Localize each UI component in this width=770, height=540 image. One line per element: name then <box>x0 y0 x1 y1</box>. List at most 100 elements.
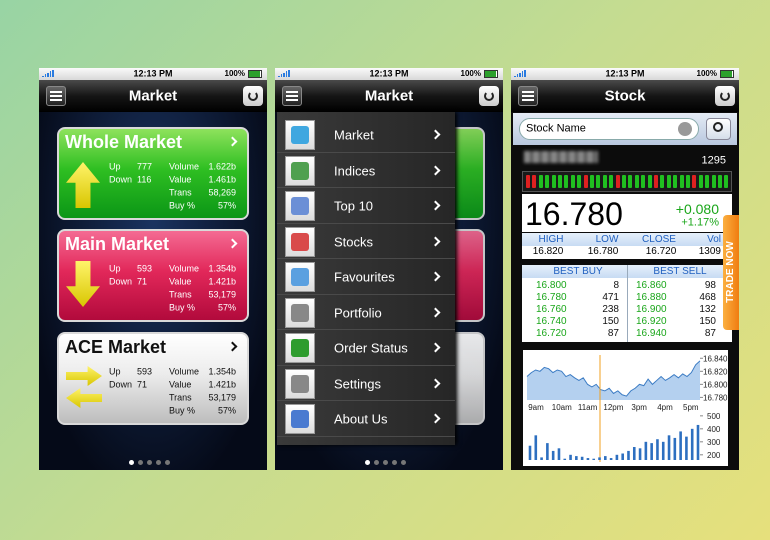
led <box>686 175 690 188</box>
search-input[interactable] <box>519 118 699 140</box>
menu-label: Indices <box>334 163 376 178</box>
page-dot <box>165 460 170 465</box>
volume-bar <box>650 443 653 460</box>
stat-value: 1.421b <box>208 379 236 390</box>
menu-row[interactable] <box>277 401 455 437</box>
menu-icon-glyph <box>291 303 309 322</box>
signal-bar <box>49 71 52 77</box>
stat-label: Trans <box>169 187 192 198</box>
volume-bar <box>667 435 671 460</box>
signal-bar <box>288 70 290 77</box>
volume-bar <box>661 441 665 460</box>
led <box>634 175 639 188</box>
volume-bar <box>528 445 532 460</box>
volume-bar <box>656 439 659 460</box>
battery-icon <box>484 70 498 78</box>
menu-line <box>50 99 62 101</box>
volume-bar <box>592 458 596 460</box>
price-change: +0.080 <box>675 201 719 217</box>
stat-value: 1309 <box>698 246 721 257</box>
volume-bar <box>627 450 630 460</box>
led <box>718 175 722 188</box>
signal-bar <box>283 72 285 77</box>
menu-label: Top 10 <box>334 198 374 214</box>
stat-value: 1.461b <box>208 174 236 185</box>
menu-label: Favourites <box>334 269 395 285</box>
menu-row[interactable] <box>277 224 455 259</box>
menu-row[interactable] <box>277 117 455 153</box>
menu-label: About Us <box>334 411 388 427</box>
volume-bar <box>575 456 578 460</box>
stat-value: 53,179 <box>208 392 236 403</box>
volume-bar <box>604 456 607 460</box>
signal-bar <box>280 74 283 77</box>
nav-title: Market <box>364 87 414 105</box>
menu-row[interactable] <box>277 366 455 401</box>
status-time: 12:13 PM <box>133 68 173 79</box>
volume-bar <box>551 450 555 460</box>
volume-bar <box>615 454 619 460</box>
stats-values <box>522 246 732 259</box>
trade-tab[interactable] <box>723 215 739 330</box>
page-dot <box>147 460 152 465</box>
led <box>526 175 530 188</box>
status-bar <box>275 68 503 80</box>
nav-bar <box>39 80 267 112</box>
menu-row[interactable] <box>277 259 455 295</box>
best-sell-label: BEST SELL <box>653 266 707 277</box>
menu-row[interactable] <box>277 153 455 188</box>
led <box>692 175 697 188</box>
page-dot <box>138 460 143 465</box>
volume-bar <box>569 454 572 460</box>
led <box>666 175 671 188</box>
led <box>538 175 543 188</box>
stat-label: Trans <box>169 289 192 300</box>
stat-value: 1.421b <box>208 276 236 287</box>
buy-price: 16.740 <box>536 316 567 327</box>
menu-row[interactable] <box>277 188 455 224</box>
clear-button[interactable] <box>678 122 692 136</box>
signal-bar <box>42 75 44 77</box>
led <box>596 175 601 188</box>
y-tick-label: 16.840 <box>703 354 728 363</box>
stat-value: 71 <box>137 379 148 390</box>
signal-bar <box>519 72 521 77</box>
page-dot <box>383 460 388 465</box>
stat-label: Trans <box>169 392 192 403</box>
buy-qty: 238 <box>602 304 619 315</box>
led <box>641 175 646 188</box>
buy-price: 16.780 <box>536 292 567 303</box>
sell-qty: 87 <box>704 328 716 339</box>
orderbook-divider <box>627 265 628 342</box>
menu-line <box>286 99 298 101</box>
page-dot <box>392 460 397 465</box>
menu-label: Portfolio <box>334 305 382 320</box>
menu-row[interactable] <box>277 330 455 366</box>
menu-row[interactable] <box>277 295 455 330</box>
stat-value: 16.720 <box>645 246 677 257</box>
menu-icon-glyph <box>291 268 309 286</box>
price-area <box>527 360 700 400</box>
sell-price: 16.920 <box>636 316 667 327</box>
stat-value: 1.354b <box>208 263 236 274</box>
card-title: ACE Market <box>65 337 167 357</box>
stat-value: 116 <box>137 174 152 185</box>
y-tick-label: 16.800 <box>703 380 728 389</box>
stat-value: 1.354b <box>208 366 236 377</box>
price-panel <box>522 194 732 232</box>
last-price: 16.780 <box>525 196 623 232</box>
volume-bar <box>673 437 677 460</box>
battery-icon <box>720 70 734 78</box>
signal-bar <box>278 75 280 77</box>
sell-qty: 468 <box>699 292 716 303</box>
buy-qty: 8 <box>613 280 619 291</box>
page-dot <box>129 460 134 465</box>
led <box>705 175 710 188</box>
stat-label: Down <box>109 276 133 287</box>
led <box>615 175 620 188</box>
stat-value: 1.622b <box>208 161 236 172</box>
menu-icon <box>285 120 315 150</box>
buy-qty: 471 <box>602 292 619 303</box>
menu-line <box>50 95 62 97</box>
